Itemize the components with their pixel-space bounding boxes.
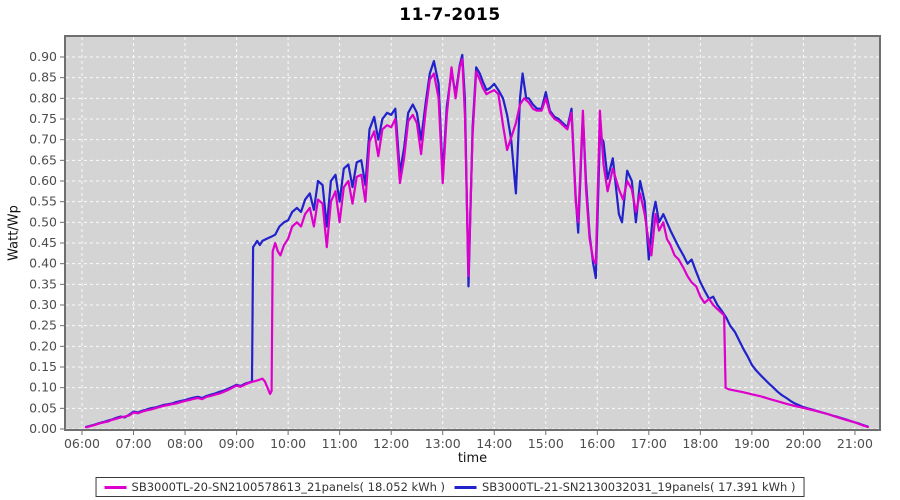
legend-line-swatch	[104, 485, 127, 489]
y-tick-label: 0.60	[29, 173, 57, 188]
y-tick-label: 0.40	[29, 256, 57, 271]
y-tick-label: 0.55	[29, 194, 57, 209]
y-tick-label: 0.80	[29, 90, 57, 105]
y-tick-label: 0.70	[29, 132, 57, 147]
y-tick-label: 0.00	[29, 421, 57, 436]
y-tick-label: 0.30	[29, 297, 57, 312]
x-tick-label: 13:00	[425, 436, 461, 451]
x-tick-label: 16:00	[579, 436, 615, 451]
y-tick-label: 0.45	[29, 235, 57, 250]
y-tick-label: 0.90	[29, 49, 57, 64]
y-tick-label: 0.75	[29, 111, 57, 126]
series-line-1	[84, 57, 869, 429]
x-tick-label: 21:00	[837, 436, 873, 451]
x-tick-label: 10:00	[270, 436, 306, 451]
x-tick-label: 08:00	[167, 436, 203, 451]
x-tick-label: 19:00	[734, 436, 770, 451]
y-tick-label: 0.65	[29, 152, 57, 167]
y-tick-label: 0.15	[29, 359, 57, 374]
y-tick-label: 0.25	[29, 318, 57, 333]
legend-entry: SB3000TL-21-SN2130032031_19panels( 17.39…	[455, 480, 795, 494]
x-tick-label: 06:00	[64, 436, 100, 451]
legend-label: SB3000TL-21-SN2130032031_19panels( 17.39…	[482, 480, 796, 494]
y-tick-label: 0.35	[29, 276, 57, 291]
plot-border	[64, 35, 881, 431]
x-tick-label: 14:00	[476, 436, 512, 451]
y-tick-label: 0.50	[29, 214, 57, 229]
plot-background	[65, 36, 880, 430]
legend-box: SB3000TL-20-SN2100578613_21panels( 18.05…	[95, 477, 805, 497]
x-tick-label: 12:00	[373, 436, 409, 451]
x-tick-label: 17:00	[631, 436, 667, 451]
x-tick-label: 09:00	[219, 436, 255, 451]
series-line-0	[84, 53, 869, 428]
x-axis-title: time	[457, 451, 488, 466]
legend-entry: SB3000TL-20-SN2100578613_21panels( 18.05…	[104, 480, 445, 494]
y-tick-label: 0.85	[29, 70, 57, 85]
x-tick-label: 20:00	[785, 436, 821, 451]
x-tick-label: 11:00	[322, 436, 358, 451]
x-tick-label: 18:00	[682, 436, 718, 451]
legend-label: SB3000TL-20-SN2100578613_21panels( 18.05…	[131, 480, 445, 494]
x-tick-label: 15:00	[528, 436, 564, 451]
legend-line-swatch	[455, 485, 477, 489]
x-tick-label: 07:00	[116, 436, 152, 451]
chart-title: 11-7-2015	[399, 5, 501, 25]
y-tick-label: 0.20	[29, 338, 57, 353]
y-tick-label: 0.10	[29, 380, 57, 395]
y-tick-label: 0.05	[29, 400, 57, 415]
